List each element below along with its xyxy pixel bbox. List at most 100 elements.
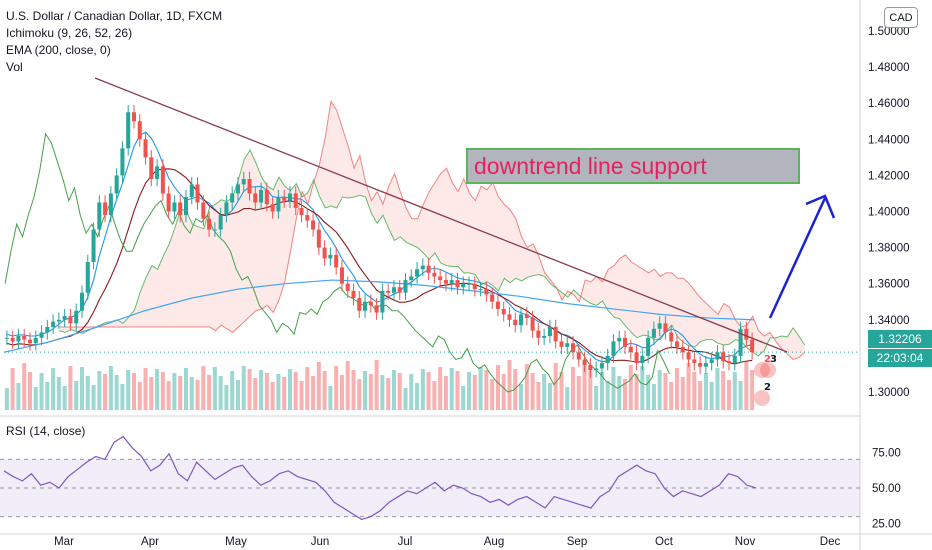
candle-body [547, 326, 552, 337]
ema-200-line [3, 279, 755, 353]
candle-body [79, 292, 85, 311]
candle-body [212, 229, 217, 231]
candle-body [576, 352, 581, 360]
candle-body [721, 352, 726, 362]
volume-bar [74, 381, 79, 410]
rsi-tick-label: 25.00 [872, 519, 901, 531]
volume-bar [108, 366, 113, 410]
price-tick-label: 1.46000 [868, 98, 910, 110]
candle-body [51, 321, 56, 327]
volume-bar [617, 376, 622, 410]
time-tick-label: Oct [655, 536, 674, 548]
candle-body [345, 283, 350, 291]
event-mark-label: 2 [764, 382, 771, 393]
candle-body [85, 262, 90, 293]
volume-bar [22, 363, 27, 410]
volume-legend[interactable]: Vol [6, 60, 23, 74]
candle-body [270, 204, 275, 212]
candle-body [62, 316, 67, 320]
rsi-legend[interactable]: RSI (14, close) [6, 424, 86, 438]
candle-body [74, 310, 79, 324]
time-tick-label: Jul [398, 536, 413, 548]
price-tick-label: 1.40000 [868, 206, 910, 218]
volume-bar [126, 370, 131, 410]
volume-bar [363, 371, 368, 410]
volume-bar [56, 377, 61, 410]
candle-body [651, 328, 656, 338]
volume-bar [709, 382, 714, 410]
volume-bar [698, 381, 703, 410]
candle-body [490, 294, 495, 302]
volume-bar [657, 370, 662, 410]
volume-bar [299, 381, 304, 410]
candle-body [10, 337, 15, 342]
volume-bar [357, 379, 362, 410]
senkou-span-b [59, 100, 806, 361]
candle-body [207, 218, 212, 230]
candle-body [4, 337, 9, 339]
chikou-span [4, 132, 670, 393]
volume-bar [253, 378, 258, 410]
candle-body [334, 254, 339, 268]
candle-body [513, 319, 518, 326]
candle-body [166, 193, 171, 212]
volume-bar [663, 373, 668, 410]
time-tick-label: Sep [567, 536, 587, 548]
candle-body [744, 328, 749, 340]
candle-body [218, 215, 223, 230]
ichimoku-legend[interactable]: Ichimoku (9, 26, 52, 26) [6, 26, 133, 40]
volume-bar [149, 377, 154, 410]
candle-body [189, 184, 194, 198]
candle-body [732, 355, 737, 364]
volume-bar [230, 371, 235, 410]
volume-bar [715, 368, 720, 410]
candle-body [241, 179, 246, 185]
volume-bar [293, 372, 298, 410]
candle-body [351, 290, 356, 299]
candle-body [507, 314, 512, 320]
projection-arrow-head [805, 194, 836, 219]
candle-body [143, 139, 148, 158]
volume-bar [397, 373, 402, 410]
currency-badge[interactable]: CAD [884, 7, 918, 28]
volume-bar [368, 374, 373, 410]
candle-body [750, 339, 755, 353]
volume-bar [686, 363, 691, 410]
candle-body [594, 368, 599, 371]
candle-body [674, 341, 680, 347]
volume-bar [409, 374, 414, 410]
volume-bar [143, 368, 148, 410]
volume-bar [172, 373, 177, 410]
volume-bar [391, 370, 396, 410]
candle-body [501, 308, 506, 315]
candle-body [235, 184, 240, 194]
candle-body [131, 112, 137, 122]
candle-body [455, 280, 460, 288]
candle-body [669, 332, 674, 342]
volume-bar [559, 372, 564, 410]
candle-body [103, 202, 108, 216]
volume-bar [339, 375, 344, 410]
time-axis[interactable]: Mar Apr May Jun Jul Aug Sep Oct Nov Dec [54, 536, 840, 548]
ema-legend[interactable]: EMA (200, close, 0) [6, 43, 111, 57]
volume-bar [189, 377, 194, 410]
candle-body [703, 363, 708, 367]
event-marks[interactable]: 2 32 [754, 354, 777, 406]
volume-bar [547, 383, 552, 410]
candle-body [287, 193, 292, 201]
rsi-tick-label: 50.00 [872, 483, 901, 495]
volume-bar [565, 387, 570, 410]
volume-bar [218, 376, 223, 410]
candle-body [27, 339, 33, 344]
candle-body [409, 276, 414, 281]
candle-body [22, 336, 27, 340]
price-axis[interactable]: 1.50000 1.48000 1.46000 1.44000 1.42000 1.400… [868, 26, 910, 531]
symbol-title[interactable]: U.S. Dollar / Canadian Dollar, 1D, FXCM [6, 9, 223, 23]
volume-bar [201, 366, 206, 410]
volume-bar [85, 376, 90, 410]
volume-bar [495, 365, 500, 410]
annotation-box[interactable]: downtrend line support [466, 148, 800, 184]
volume-bar [380, 375, 385, 410]
